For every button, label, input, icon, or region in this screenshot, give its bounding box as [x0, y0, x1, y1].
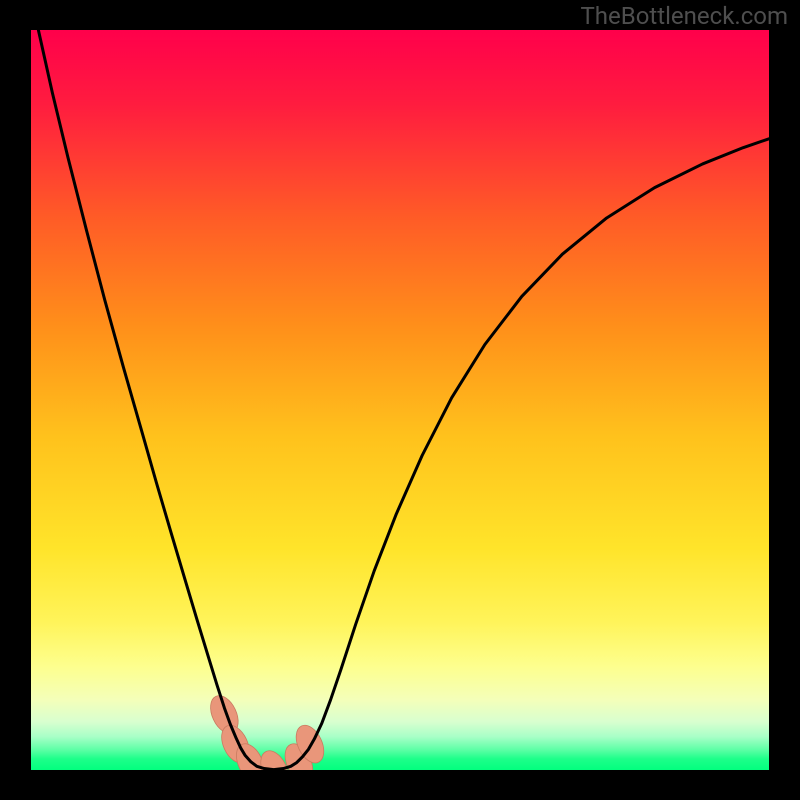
plot-area — [31, 30, 769, 770]
gradient-background — [31, 30, 769, 770]
watermark-text: TheBottleneck.com — [580, 2, 788, 30]
chart-svg — [31, 30, 769, 770]
